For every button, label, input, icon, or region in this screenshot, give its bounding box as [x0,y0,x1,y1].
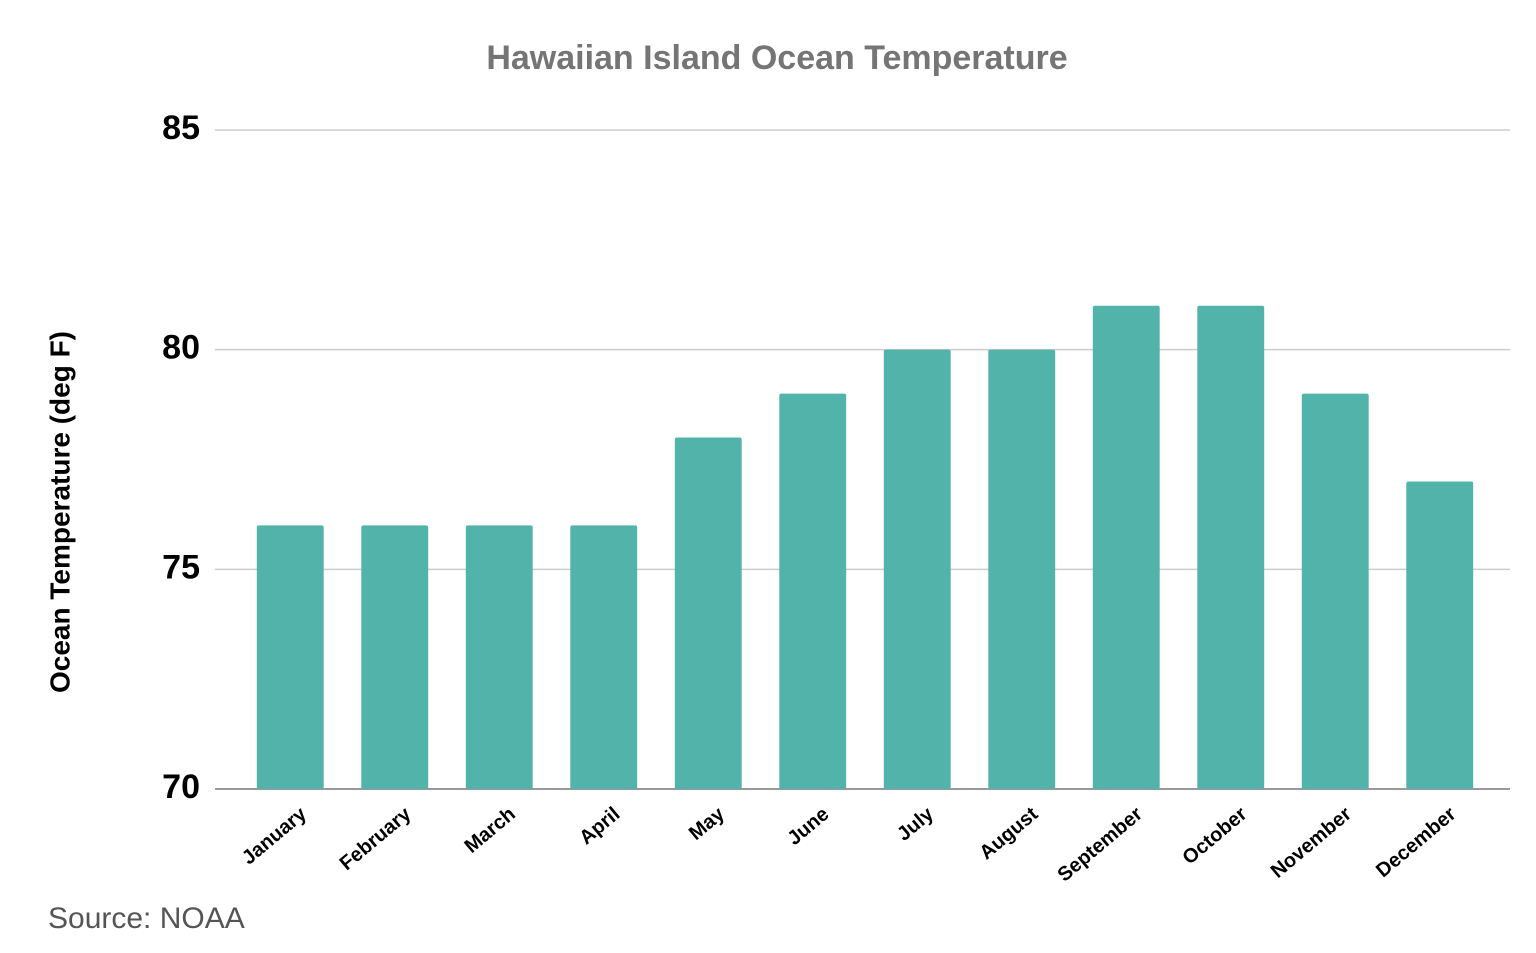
x-tick-label: February [336,802,416,874]
x-tick-label: June [783,803,833,850]
x-tick-label: August [975,803,1042,864]
x-tick-label: March [461,803,520,858]
y-axis-title: Ocean Temperature (deg F) [44,331,75,693]
bar [1406,481,1474,789]
bar [465,525,533,789]
bar [256,525,324,789]
bar [570,525,638,789]
x-tick-label: September [1054,803,1147,886]
bar [361,525,429,789]
bar [1197,305,1265,789]
bar [674,437,742,789]
x-tick-label: December [1372,803,1460,882]
x-tick-label: April [575,803,624,849]
x-tick-label: January [238,802,312,869]
bar [988,349,1056,789]
bar [779,393,847,789]
source-note: Source: NOAA [48,902,245,935]
bar [1301,393,1369,789]
bar [1092,305,1160,789]
y-tick-label: 80 [162,329,200,367]
y-tick-label: 75 [162,548,200,586]
bar [883,349,951,789]
x-tick-label: October [1178,803,1251,869]
y-tick-label: 85 [162,109,200,147]
chart-title: Hawaiian Island Ocean Temperature [486,39,1067,77]
x-tick-label: July [893,802,938,845]
y-tick-label: 70 [162,768,200,806]
x-tick-label: May [685,802,730,844]
x-tick-label: November [1267,803,1356,883]
